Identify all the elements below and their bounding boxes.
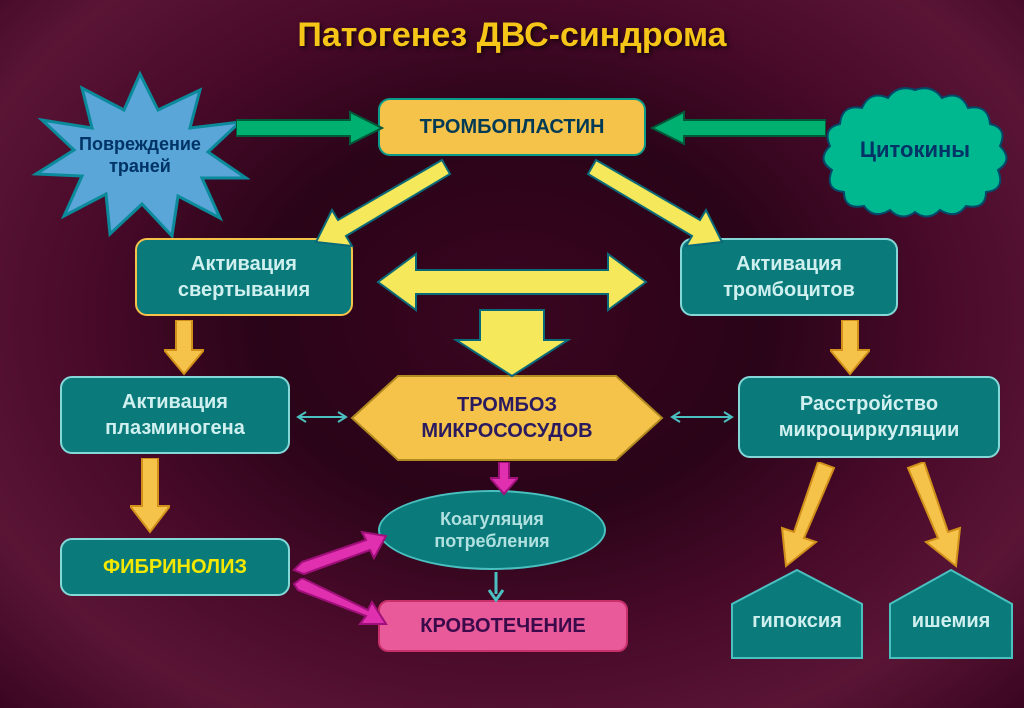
arrow-damage-tromboplastin [236,110,384,146]
node-act-plat-label: Активациятромбоцитов [723,251,855,303]
node-act-coag: Активациясвертывания [135,238,353,316]
arrow-microcirc-hypoxia [778,462,838,568]
title-text: Патогенез ДВС-синдрома [297,16,726,54]
node-cytokines-label: Цитокины [860,137,970,163]
arrow-coag-plasm [164,320,204,376]
node-damage: Повреждениетраней [30,70,250,240]
node-microcirc-label: Расстройствомикроциркуляции [779,391,959,443]
arrow-tplastin-coag [292,158,452,248]
arrow-coag-bleed [486,570,506,602]
node-ischemia: ишемия [886,566,1016,662]
node-bleeding-label: КРОВОТЕЧЕНИЕ [420,613,585,639]
arrow-micro-coag [490,462,518,496]
node-act-plasm-label: Активацияплазминогена [105,389,245,441]
node-tromboplastin: ТРОМБОПЛАСТИН [378,98,646,156]
node-microthromb-label: ТРОМБОЗМИКРОСОСУДОВ [421,392,592,444]
arrow-plasm-micro [294,410,350,424]
arrow-microcirc-ischemia [904,462,964,568]
arrow-micro-microcirc [668,410,736,424]
arrow-fibr-bleed [292,578,388,630]
node-cytokines: Цитокины [820,80,1010,220]
node-act-coag-label: Активациясвертывания [178,251,310,303]
node-microthromb: ТРОМБОЗМИКРОСОСУДОВ [348,372,666,464]
arrow-quad-center [372,248,652,378]
node-microcirc: Расстройствомикроциркуляции [738,376,1000,458]
arrow-fibr-coag [292,528,388,576]
arrow-cytokines-tromboplastin [650,110,826,146]
page-title: Патогенез ДВС-синдрома [0,16,1024,55]
node-damage-label: Повреждениетраней [79,133,201,178]
node-ischemia-label: ишемия [912,596,991,633]
arrow-plasm-fibr [130,458,170,534]
node-act-plasm: Активацияплазминогена [60,376,290,454]
arrow-tplastin-plat [586,158,746,248]
node-bleeding: КРОВОТЕЧЕНИЕ [378,600,628,652]
node-fibrinolysis-label: ФИБРИНОЛИЗ [103,554,247,580]
node-tromboplastin-label: ТРОМБОПЛАСТИН [420,114,605,140]
node-act-plat: Активациятромбоцитов [680,238,898,316]
arrow-plat-microcirc [830,320,870,376]
node-fibrinolysis: ФИБРИНОЛИЗ [60,538,290,596]
node-hypoxia-label: гипоксия [752,596,842,633]
node-coag-cons: Коагуляцияпотребления [378,490,606,570]
node-coag-cons-label: Коагуляцияпотребления [434,508,549,553]
node-hypoxia: гипоксия [728,566,866,662]
